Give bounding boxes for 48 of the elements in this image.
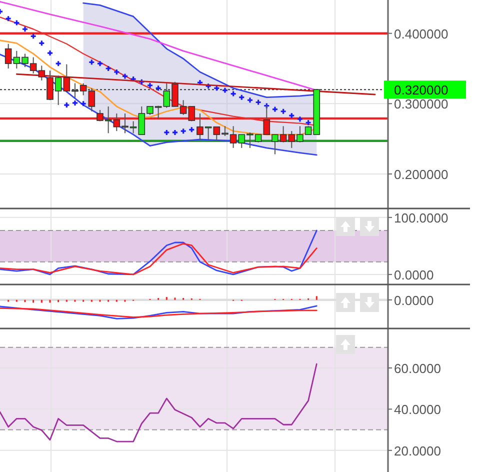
point xyxy=(205,82,212,90)
y-tick-label: 0.400000 xyxy=(394,26,448,42)
line-series xyxy=(0,242,318,276)
point xyxy=(38,40,45,46)
point xyxy=(146,82,154,89)
point xyxy=(222,86,228,94)
y-tick-label: 40.0000 xyxy=(394,402,441,418)
point xyxy=(63,102,70,108)
point xyxy=(172,129,178,136)
y-tick-label: 0.0000 xyxy=(394,267,434,282)
point xyxy=(80,100,87,107)
point xyxy=(255,98,262,106)
point xyxy=(113,68,120,76)
point xyxy=(272,106,278,113)
point xyxy=(230,90,237,98)
point xyxy=(288,112,295,119)
point xyxy=(296,116,304,122)
point xyxy=(55,60,62,67)
point xyxy=(5,15,12,22)
y-tick-label: 0.200000 xyxy=(394,166,448,182)
point xyxy=(138,78,145,86)
point xyxy=(155,84,162,92)
point xyxy=(263,102,270,110)
point xyxy=(13,19,20,26)
point xyxy=(105,65,112,72)
y-tick-label: 0.300000 xyxy=(394,96,448,112)
point xyxy=(72,100,78,106)
point xyxy=(246,96,254,104)
ref-line-label: 0.320000 xyxy=(394,82,448,98)
point xyxy=(238,94,245,101)
line-series xyxy=(0,363,318,442)
point xyxy=(305,119,312,126)
y-tick-label: 100.0000 xyxy=(394,210,448,226)
point xyxy=(280,108,287,115)
y-tick-label: 60.0000 xyxy=(394,360,441,376)
line-series xyxy=(0,230,318,276)
point xyxy=(96,60,104,67)
point xyxy=(30,32,37,40)
point xyxy=(188,126,195,133)
candlestick xyxy=(4,43,12,69)
point xyxy=(180,128,187,134)
point xyxy=(22,26,28,32)
line-series xyxy=(0,54,318,156)
y-tick-label: 20.0000 xyxy=(394,443,441,458)
point xyxy=(122,72,128,80)
point xyxy=(46,50,54,56)
point xyxy=(163,129,170,136)
point xyxy=(88,58,95,66)
